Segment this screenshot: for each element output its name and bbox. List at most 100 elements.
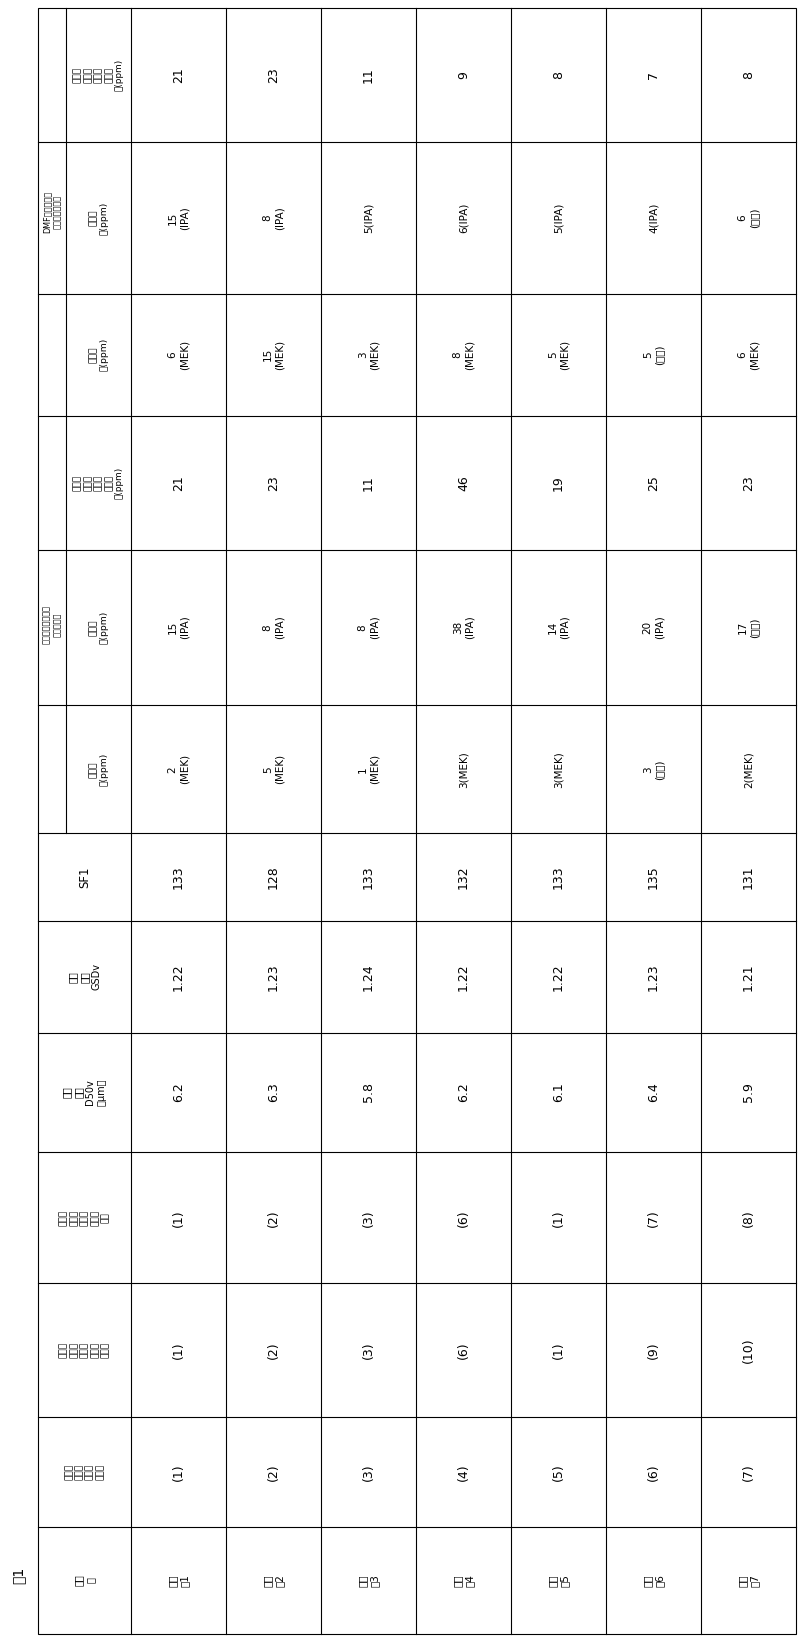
Text: 3
(MEK): 3 (MEK): [358, 340, 379, 369]
Text: 15
(MEK): 15 (MEK): [262, 340, 284, 369]
Text: 38
(IPA): 38 (IPA): [453, 616, 474, 639]
Text: 实施
例3: 实施 例3: [358, 1575, 379, 1586]
Text: 3(MEK): 3(MEK): [458, 750, 469, 788]
Text: 6.1: 6.1: [552, 1082, 565, 1102]
Text: 水分散上清液中的
溶剤的浓度: 水分散上清液中的 溶剤的浓度: [42, 604, 62, 644]
Text: (2): (2): [267, 1209, 280, 1227]
Text: 133: 133: [362, 865, 375, 888]
Text: (2): (2): [267, 1463, 280, 1481]
Text: 133: 133: [172, 865, 185, 888]
Text: (3): (3): [362, 1463, 375, 1481]
Text: 酮系溶
剤(ppm): 酮系溶 剤(ppm): [89, 752, 108, 787]
Text: 8: 8: [552, 71, 565, 79]
Text: 実施
例: 実施 例: [74, 1575, 95, 1586]
Text: 1.23: 1.23: [267, 962, 280, 990]
Text: (3): (3): [362, 1209, 375, 1227]
Text: 5
(MEK): 5 (MEK): [548, 340, 570, 369]
Text: 131: 131: [742, 865, 755, 888]
Text: 醇系溶
剤(ppm): 醇系溶 剤(ppm): [89, 611, 108, 644]
Text: 实施
例5: 实施 例5: [548, 1575, 570, 1586]
Text: 酮系溶
剤和醇
系溶剤
的总浓
度(ppm): 酮系溶 剤和醇 系溶剤 的总浓 度(ppm): [74, 59, 124, 90]
Text: 5.9: 5.9: [742, 1082, 755, 1102]
Text: 調色
剤的
D50v
（μm）: 調色 剤的 D50v （μm）: [62, 1079, 107, 1107]
Text: 23: 23: [267, 475, 280, 491]
Text: (1): (1): [172, 1342, 185, 1360]
Text: 实施
例6: 实施 例6: [642, 1575, 664, 1586]
Text: 結晶性
聚酯樹
脂顆粒
分散液
編号: 結晶性 聚酯樹 脂顆粒 分散液 編号: [59, 1210, 110, 1227]
Text: 5
(MEK): 5 (MEK): [262, 754, 284, 785]
Text: (1): (1): [172, 1209, 185, 1227]
Text: 調色剤
（調色
剤顆粒
編号）: 調色剤 （調色 剤顆粒 編号）: [64, 1465, 105, 1479]
Text: 醇系溶
剤(ppm): 醇系溶 剤(ppm): [89, 202, 108, 235]
Text: 25: 25: [647, 475, 660, 491]
Text: 实施
例1: 实施 例1: [168, 1575, 190, 1586]
Text: 15
(IPA): 15 (IPA): [168, 205, 190, 230]
Text: 1.23: 1.23: [647, 962, 660, 990]
Text: 6.2: 6.2: [457, 1082, 470, 1102]
Text: 实施
例4: 实施 例4: [453, 1575, 474, 1586]
Text: 5.8: 5.8: [362, 1082, 375, 1102]
Text: 23: 23: [267, 67, 280, 82]
Text: 8
(MEK): 8 (MEK): [453, 340, 474, 369]
Text: 8
(IPA): 8 (IPA): [262, 205, 284, 230]
Text: DMF溶解上清液
中的溶剤的浓度: DMF溶解上清液 中的溶剤的浓度: [42, 190, 62, 233]
Text: (1): (1): [172, 1463, 185, 1481]
Text: (6): (6): [457, 1342, 470, 1360]
Text: 5
(丙酮): 5 (丙酮): [642, 345, 664, 365]
Text: 5(IPA): 5(IPA): [554, 202, 563, 233]
Text: 11: 11: [362, 67, 375, 82]
Text: (4): (4): [457, 1463, 470, 1481]
Text: (10): (10): [742, 1338, 755, 1363]
Text: 11: 11: [362, 475, 375, 491]
Text: 酮系溶
剤(ppm): 酮系溶 剤(ppm): [89, 338, 108, 371]
Text: 21: 21: [172, 475, 185, 491]
Text: 19: 19: [552, 475, 565, 491]
Text: 調色
剤的
GSDv: 調色 剤的 GSDv: [68, 964, 101, 990]
Text: 132: 132: [457, 865, 470, 888]
Text: (7): (7): [742, 1463, 755, 1481]
Text: 17
(乙醇): 17 (乙醇): [738, 617, 759, 637]
Text: 6
(MEK): 6 (MEK): [168, 340, 190, 369]
Text: 实施
例7: 实施 例7: [738, 1575, 759, 1586]
Text: (7): (7): [647, 1209, 660, 1227]
Text: 14
(IPA): 14 (IPA): [548, 616, 570, 639]
Text: 4(IPA): 4(IPA): [649, 202, 658, 233]
Text: 46: 46: [457, 475, 470, 491]
Text: 1.24: 1.24: [362, 962, 375, 990]
Text: SF1: SF1: [78, 867, 91, 888]
Text: 表1: 表1: [11, 1566, 25, 1585]
Text: 2(MEK): 2(MEK): [743, 750, 754, 788]
Text: 1.22: 1.22: [457, 962, 470, 990]
Text: 6
(MEK): 6 (MEK): [738, 340, 759, 369]
Text: 8: 8: [742, 71, 755, 79]
Text: 128: 128: [267, 865, 280, 888]
Text: 5(IPA): 5(IPA): [363, 202, 374, 233]
Text: (1): (1): [552, 1342, 565, 1360]
Text: 1.21: 1.21: [742, 962, 755, 990]
Text: 8
(IPA): 8 (IPA): [262, 616, 284, 639]
Text: (6): (6): [457, 1209, 470, 1227]
Text: (9): (9): [647, 1342, 660, 1360]
Text: 8
(IPA): 8 (IPA): [358, 616, 379, 639]
Text: 6
(乙醇): 6 (乙醇): [738, 207, 759, 228]
Text: 23: 23: [742, 475, 755, 491]
Text: 135: 135: [647, 865, 660, 888]
Text: (5): (5): [552, 1463, 565, 1481]
Text: 3
(丙酮): 3 (丙酮): [642, 759, 664, 780]
Text: (8): (8): [742, 1209, 755, 1227]
Text: 21: 21: [172, 67, 185, 82]
Text: (6): (6): [647, 1463, 660, 1481]
Text: 9: 9: [457, 71, 470, 79]
Text: (1): (1): [552, 1209, 565, 1227]
Text: 1.22: 1.22: [172, 962, 185, 990]
Text: 实施
例2: 实施 例2: [262, 1575, 284, 1586]
Text: (3): (3): [362, 1342, 375, 1360]
Text: 6.3: 6.3: [267, 1082, 280, 1102]
Text: 6.2: 6.2: [172, 1082, 185, 1102]
Text: 2
(MEK): 2 (MEK): [168, 754, 190, 785]
Text: 酮系溶
剤和醇
系溶剤
的总浓
度(ppm): 酮系溶 剤和醇 系溶剤 的总浓 度(ppm): [74, 466, 124, 499]
Text: 1
(MEK): 1 (MEK): [358, 754, 379, 785]
Text: 7: 7: [647, 71, 660, 79]
Text: 6.4: 6.4: [647, 1082, 660, 1102]
Text: 20
(IPA): 20 (IPA): [642, 616, 664, 639]
